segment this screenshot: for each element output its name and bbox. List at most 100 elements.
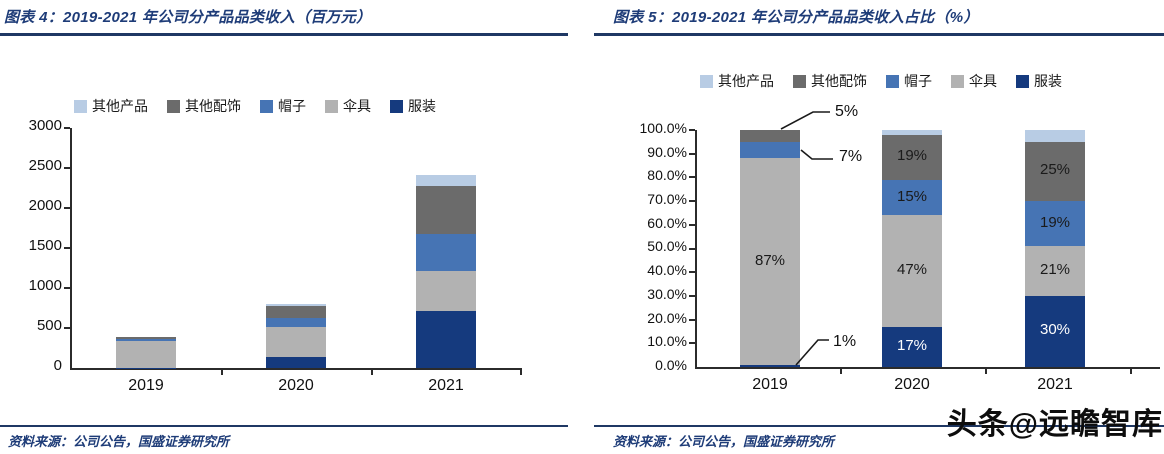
figure4-title: 图表 4：2019-2021 年公司分产品品类收入（百万元）	[4, 9, 372, 26]
x-axis-tick	[840, 369, 842, 374]
y-axis-tick	[64, 247, 70, 249]
callout-line-帽子	[800, 149, 833, 160]
bar-segment-其他配饰-2020	[266, 305, 326, 318]
y-axis-tick	[64, 207, 70, 209]
legend-swatch-icon	[1016, 74, 1029, 88]
bar-segment-服装-2019	[116, 367, 176, 370]
y-axis-tick	[689, 247, 695, 250]
legend-label: 伞具	[969, 73, 997, 89]
y-axis-tick-label: 0.0%	[655, 356, 687, 373]
legend-swatch-icon	[260, 99, 273, 113]
legend-swatch-icon	[390, 99, 403, 113]
bar-value-label: 25%	[1039, 161, 1071, 179]
bar-segment-帽子-2019	[740, 141, 800, 159]
y-axis-tick-label: 50.0%	[647, 238, 687, 255]
x-axis-category-label: 2021	[428, 377, 464, 394]
legend-item-其他配饰: 其他配饰	[793, 71, 867, 91]
legend-item-服装: 服装	[390, 96, 436, 116]
x-axis-tick	[985, 369, 987, 374]
bar-segment-帽子-2021	[1025, 201, 1085, 247]
bar-segment-其他配饰-2020	[882, 134, 942, 180]
legend-item-帽子: 帽子	[886, 71, 932, 91]
y-axis-tick	[689, 152, 695, 155]
bar-segment-其他产品-2021	[1025, 130, 1085, 142]
bar-segment-帽子-2021	[416, 234, 476, 272]
bar-segment-伞具-2019	[116, 340, 176, 368]
legend-swatch-icon	[74, 99, 87, 113]
y-axis-tick	[64, 127, 70, 129]
y-axis-tick-label: 500	[36, 317, 62, 335]
y-axis-tick-label: 2000	[28, 197, 62, 215]
y-axis-tick-label: 2500	[28, 157, 62, 175]
legend-swatch-icon	[951, 74, 964, 88]
bar-segment-服装-2021	[416, 311, 476, 368]
legend-swatch-icon	[167, 99, 180, 113]
bar-segment-服装-2020	[266, 356, 326, 368]
legend-label: 其他产品	[718, 73, 774, 89]
legend-label: 其他配饰	[811, 73, 867, 89]
bar-segment-伞具-2020	[266, 327, 326, 357]
bar-segment-其他配饰-2021	[416, 186, 476, 235]
legend-swatch-icon	[886, 74, 899, 88]
legend-swatch-icon	[700, 74, 713, 88]
y-axis-tick-label: 1000	[28, 277, 62, 295]
figure5-chart: 0.0% 10.0% 20.0% 30.0% 40.0% 50.0% 60.0% 70.0% 8…	[582, 0, 1164, 454]
y-axis-tick-label: 0	[53, 357, 62, 375]
y-axis-tick	[64, 167, 70, 169]
figure4-chart: 0 500 1000 1500 2000 2500 3000 2019 2020 2021	[28, 117, 522, 394]
y-axis-tick	[689, 176, 695, 179]
bar-value-label: 47%	[896, 261, 928, 278]
callout-line-其他配饰	[780, 111, 830, 130]
bar-segment-伞具-2021	[1025, 246, 1085, 296]
y-axis-tick	[689, 129, 695, 131]
bar-segment-服装-2019	[740, 364, 800, 367]
figure4-source-rule	[0, 425, 568, 427]
figure5-source-rule	[594, 425, 1164, 427]
figure5-title: 图表 5：2019-2021 年公司分产品品类收入占比（%）	[613, 9, 979, 26]
figure5-panel: 图表 5：2019-2021 年公司分产品品类收入占比（%） 其他产品 其他配饰 帽…	[582, 0, 1164, 454]
x-axis-tick	[1130, 369, 1132, 374]
legend-item-其他产品: 其他产品	[700, 71, 774, 91]
y-axis-tick-label: 1500	[28, 237, 62, 255]
bar-value-label: 19%	[896, 147, 928, 165]
legend-item-其他配饰: 其他配饰	[167, 96, 241, 116]
bar-segment-其他配饰-2019	[116, 337, 176, 339]
figure4-legend: 其他产品 其他配饰 帽子 伞具 服装	[74, 96, 455, 116]
y-axis-tick	[689, 271, 695, 274]
y-axis-line	[695, 130, 697, 369]
legend-item-帽子: 帽子	[260, 96, 306, 116]
bar-value-label: 15%	[896, 187, 928, 205]
callout-label-服装: 1%	[833, 333, 857, 350]
figure5-legend: 其他产品 其他配饰 帽子 伞具 服装	[700, 71, 1081, 91]
bar-value-label: 17%	[896, 336, 928, 354]
legend-label: 帽子	[904, 73, 932, 89]
figure5-source: 资料来源：公司公告，国盛证券研究所	[613, 434, 835, 449]
bar-segment-服装-2021	[1025, 295, 1085, 367]
legend-item-伞具: 伞具	[951, 71, 997, 91]
figure4-title-rule	[0, 33, 568, 36]
y-axis-tick-label: 3000	[28, 117, 62, 135]
x-axis-line	[70, 368, 522, 370]
bar-segment-其他产品-2020	[266, 304, 326, 306]
legend-label: 其他配饰	[185, 98, 241, 114]
x-axis-category-label: 2020	[894, 376, 930, 393]
bar-segment-帽子-2020	[266, 317, 326, 328]
figure4-source: 资料来源：公司公告，国盛证券研究所	[8, 434, 230, 449]
y-axis-tick	[689, 223, 695, 226]
bar-segment-帽子-2020	[882, 179, 942, 216]
legend-label: 其他产品	[92, 98, 148, 114]
y-axis-tick-label: 60.0%	[647, 214, 687, 231]
x-axis-category-label: 2019	[128, 377, 164, 394]
bar-value-label: 19%	[1039, 213, 1071, 231]
x-axis-tick	[221, 370, 223, 375]
y-axis-tick-label: 30.0%	[647, 285, 687, 302]
x-axis-tick	[520, 370, 522, 375]
y-axis-tick	[64, 287, 70, 289]
y-axis-tick	[689, 342, 695, 345]
legend-item-服装: 服装	[1016, 71, 1062, 91]
bar-segment-服装-2020	[882, 326, 942, 367]
legend-item-伞具: 伞具	[325, 96, 371, 116]
legend-swatch-icon	[325, 99, 338, 113]
legend-label: 服装	[408, 98, 436, 114]
